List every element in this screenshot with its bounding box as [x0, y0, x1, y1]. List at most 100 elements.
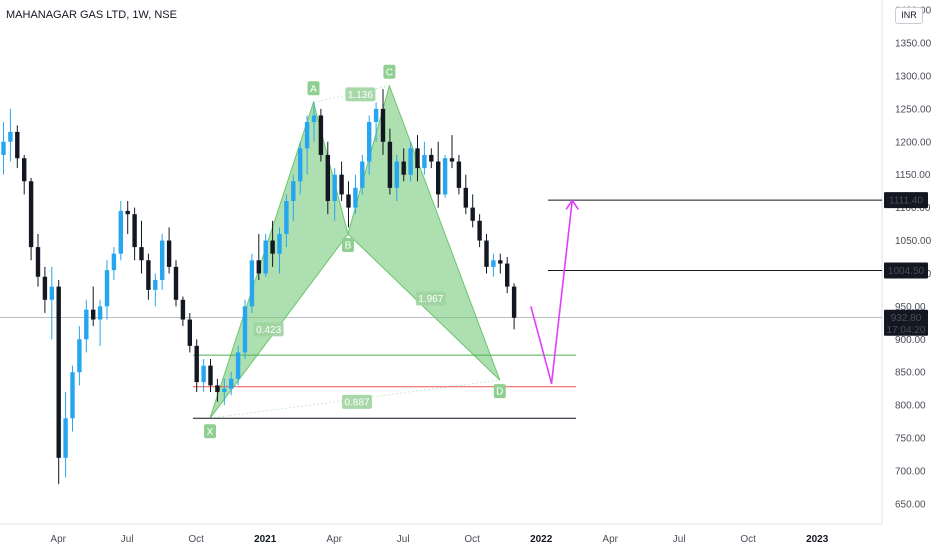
candle-body: [477, 220, 482, 241]
candle-body: [187, 319, 192, 346]
y-tick-label: 1150.00: [895, 170, 931, 181]
candle-body: [429, 154, 434, 162]
candle-body: [125, 210, 130, 215]
y-tick-label: 1300.00: [895, 71, 932, 82]
candle-body: [22, 158, 27, 182]
candle-body: [208, 365, 213, 386]
candle-body: [15, 131, 20, 159]
x-tick-label: Oct: [188, 534, 204, 545]
ratio-box: [345, 87, 376, 102]
y-tick-label: 800.00: [895, 401, 926, 412]
candle-body: [339, 174, 344, 195]
target-price-label: 1111.40: [889, 196, 923, 207]
target-price-label: 1004.50: [888, 266, 925, 277]
x-tick-label: Jul: [397, 534, 410, 545]
candle-body: [222, 388, 227, 392]
candle-body: [387, 141, 393, 188]
candle-body: [104, 270, 110, 307]
point-label-d: D: [496, 387, 503, 398]
candle-body: [249, 260, 255, 307]
bd-ratio-line: [347, 233, 501, 381]
y-tick-label: 850.00: [895, 368, 926, 379]
candle-body: [498, 260, 503, 264]
y-tick-label: 750.00: [895, 434, 926, 445]
candle-body: [70, 372, 75, 419]
point-label-b: B: [345, 240, 352, 251]
ratio-box: [341, 394, 372, 409]
candle-body: [118, 210, 123, 254]
candle-body: [35, 247, 41, 277]
candle-body: [463, 187, 468, 208]
candle-body: [91, 309, 96, 320]
y-tick-label: 1350.00: [895, 39, 932, 50]
ratio-label: 0.887: [344, 397, 369, 408]
candle-body: [291, 181, 296, 202]
candle-body: [380, 108, 386, 142]
candle-body: [449, 158, 455, 162]
candle-body: [470, 207, 475, 221]
candle-body: [215, 385, 220, 392]
candle-body: [242, 306, 248, 353]
candle-body: [270, 240, 275, 254]
candle-body: [311, 115, 317, 123]
y-tick-label: 1250.00: [895, 104, 932, 115]
x-tick-label: Apr: [602, 534, 618, 545]
candle-body: [1, 141, 6, 155]
ac-ratio-line: [313, 85, 390, 103]
candle-body: [491, 260, 496, 267]
candle-body: [111, 253, 117, 271]
x-tick-label: 2023: [806, 534, 829, 545]
candle-body: [256, 260, 261, 274]
symbol-title: MAHANAGAR GAS LTD, 1W, NSE: [6, 9, 177, 21]
candle-body: [180, 299, 186, 320]
x-tick-label: Jul: [121, 534, 134, 545]
last-price-label: 932.80: [891, 313, 922, 324]
candle-body: [505, 263, 510, 287]
candle-body: [277, 233, 282, 254]
candle-body: [139, 247, 144, 261]
point-label-c: C: [386, 67, 393, 78]
candle-body: [511, 286, 517, 318]
point-box: [493, 384, 506, 399]
ratio-label: 1.967: [418, 294, 443, 305]
candle-body: [401, 161, 406, 175]
y-tick-label: 950.00: [895, 302, 926, 313]
candle-body: [442, 158, 448, 195]
point-label-a: A: [310, 84, 317, 95]
y-tick-label: 900.00: [895, 335, 926, 346]
y-tick-label: 1200.00: [895, 137, 932, 148]
last-price-tag: [884, 309, 928, 336]
point-box: [307, 81, 320, 96]
x-tick-label: Oct: [740, 534, 756, 545]
candle-body: [318, 115, 324, 155]
candle-body: [42, 276, 48, 300]
candle-body: [394, 161, 399, 188]
target-price-tag: [884, 262, 928, 279]
y-tick-label: 1100.00: [895, 203, 931, 214]
candle-body: [49, 286, 54, 300]
candle-body: [229, 378, 234, 389]
candle-body: [484, 240, 489, 267]
candle-body: [8, 131, 13, 142]
x-tick-label: Oct: [464, 534, 480, 545]
candle-body: [436, 161, 441, 195]
candle-body: [346, 194, 351, 208]
candle-body: [304, 122, 310, 149]
y-tick-label: 1050.00: [895, 236, 932, 247]
y-tick-label: 700.00: [895, 466, 926, 477]
candle-body: [56, 286, 61, 458]
projection-arrow: [530, 200, 574, 385]
candle-body: [160, 240, 165, 281]
ratio-box: [415, 291, 446, 306]
point-label-x: X: [207, 427, 214, 438]
candle-body: [456, 161, 462, 188]
candle-body: [298, 148, 303, 182]
currency-badge[interactable]: INR: [895, 7, 923, 24]
candle-body: [284, 201, 289, 234]
x-tick-label: Apr: [50, 534, 66, 545]
candle-body: [97, 306, 103, 320]
point-box: [342, 237, 354, 252]
candle-body: [201, 365, 206, 383]
candle-body: [28, 181, 34, 248]
